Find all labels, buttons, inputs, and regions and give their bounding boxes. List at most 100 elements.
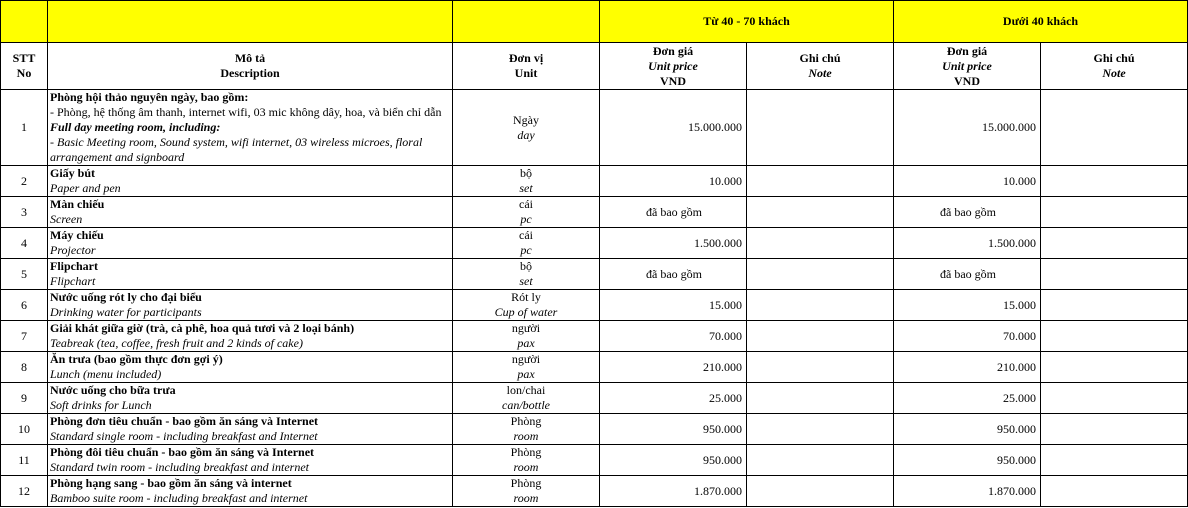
unit-en: day: [517, 127, 535, 142]
unit-cell: bộ set: [452, 165, 600, 197]
item-title: Giấy bút: [50, 166, 96, 181]
header-unit: Đơn vị Unit: [452, 42, 600, 90]
item-title-en: Standard twin room - including breakfast…: [50, 460, 309, 474]
description-cell: Nước uống rót ly cho đại biểu Drinking wa…: [47, 289, 453, 321]
price-40-70: 15.000: [599, 289, 747, 321]
note-40-70: [746, 258, 894, 290]
row-number: 12: [0, 475, 48, 507]
table-row: 8 Ăn trưa (bao gồm thực đơn gợi ý) Lunch (…: [0, 351, 1188, 383]
unit-cell: người pax: [452, 320, 600, 352]
description-cell: Nước uống cho bữa trưa Soft drinks for Lu…: [47, 382, 453, 414]
included-text: đã bao gồm: [646, 204, 702, 219]
unit-en: room: [513, 460, 539, 474]
price-40-70: đã bao gồm: [599, 258, 747, 290]
unit-cell: Phòng room: [452, 444, 600, 476]
unit-vi: bộ: [520, 259, 532, 274]
description-cell: Phòng hội thảo nguyên ngày, bao gồm: - Ph…: [47, 89, 453, 166]
price-under-40: 1.870.000: [893, 475, 1041, 507]
group-header-under-40: Dưới 40 khách: [892, 0, 1188, 43]
row-number: 8: [0, 351, 48, 383]
unit-cell: cái pc: [452, 196, 600, 228]
unit-vi: Phòng: [510, 476, 542, 491]
table-row: 6 Nước uống rót ly cho đại biểu Drinking w…: [0, 289, 1188, 321]
header-text: Mô tả: [234, 51, 266, 65]
unit-vi: Phòng: [510, 414, 542, 429]
description-cell: Flipchart Flipchart: [47, 258, 453, 290]
item-title-en: Paper and pen: [50, 181, 121, 195]
item-detail-en: - Basic Meeting room, Sound system, wifi…: [50, 135, 423, 164]
row-number: 9: [0, 382, 48, 414]
item-title: Nước uống rót ly cho đại biểu: [50, 290, 202, 305]
unit-en: pax: [517, 336, 535, 350]
header-text: Đơn giá: [946, 43, 988, 58]
price-40-70: 15.000.000: [599, 89, 747, 166]
price-under-40: 15.000: [893, 289, 1041, 321]
item-title: Phòng đơn tiêu chuẩn - bao gồm ăn sáng v…: [50, 414, 319, 429]
header-text: Unit: [514, 66, 538, 80]
note-under-40: [1039, 382, 1188, 414]
price-under-40: 1.500.000: [893, 227, 1041, 259]
unit-en: can/bottle: [502, 398, 550, 412]
table-body: 1 Phòng hội thảo nguyên ngày, bao gồm: - P…: [0, 89, 1188, 507]
note-40-70: [746, 165, 894, 197]
header-note-a: Ghi chú Note: [746, 42, 894, 90]
header-description: Mô tả Description: [47, 42, 453, 90]
row-number: 11: [0, 444, 48, 476]
unit-vi: bộ: [520, 166, 532, 181]
unit-cell: Ngày day: [452, 89, 600, 166]
item-title: Phòng hạng sang - bao gồm ăn sáng và int…: [50, 476, 292, 491]
column-header-row: STT No Mô tả Description Đơn vị Unit Đơn gi…: [0, 42, 1188, 90]
item-title-en: Full day meeting room, including:: [50, 120, 221, 134]
price-under-40: 950.000: [893, 444, 1041, 476]
unit-vi: cái: [519, 197, 533, 212]
unit-cell: bộ set: [452, 258, 600, 290]
header-text: Unit price: [648, 58, 698, 73]
header-text: Đơn vị: [508, 51, 544, 65]
unit-vi: người: [511, 321, 541, 336]
empty-cell: [47, 0, 453, 43]
item-detail: - Phòng, hệ thống âm thanh, internet wif…: [50, 105, 442, 119]
price-40-70: 10.000: [599, 165, 747, 197]
price-under-40: đã bao gồm: [893, 258, 1041, 290]
item-title: Flipchart: [50, 259, 98, 274]
note-40-70: [746, 89, 894, 166]
header-price-b: Đơn giá Unit price VND: [893, 42, 1041, 90]
unit-en: Cup of water: [494, 305, 558, 319]
header-text: STT: [12, 51, 36, 65]
unit-en: pax: [517, 367, 535, 381]
item-title-en: Flipchart: [50, 274, 96, 288]
unit-en: room: [513, 491, 539, 505]
table-row: 12 Phòng hạng sang - bao gồm ăn sáng và i…: [0, 475, 1188, 507]
header-note-b: Ghi chú Note: [1039, 42, 1188, 90]
unit-en: set: [519, 181, 533, 195]
price-40-70: 950.000: [599, 413, 747, 445]
price-under-40: 950.000: [893, 413, 1041, 445]
note-40-70: [746, 289, 894, 321]
table-row: 11 Phòng đôi tiêu chuẩn - bao gồm ăn sáng…: [0, 444, 1188, 476]
table-row: 4 Máy chiếu Projector cái pc 1.500.000 1.500.0…: [0, 227, 1188, 259]
price-40-70: đã bao gồm: [599, 196, 747, 228]
description-cell: Giải khát giữa giờ (trà, cà phê, hoa quả…: [47, 320, 453, 352]
item-title: Máy chiếu: [50, 228, 104, 243]
row-number: 2: [0, 165, 48, 197]
empty-cell: [0, 0, 48, 43]
note-under-40: [1039, 413, 1188, 445]
price-40-70: 25.000: [599, 382, 747, 414]
header-text: Unit price: [942, 58, 992, 73]
item-title: Phòng đôi tiêu chuẩn - bao gồm ăn sáng v…: [50, 445, 315, 460]
unit-cell: Phòng room: [452, 475, 600, 507]
description-cell: Giấy bút Paper and pen: [47, 165, 453, 197]
note-under-40: [1039, 351, 1188, 383]
header-price-a: Đơn giá Unit price VND: [599, 42, 747, 90]
price-40-70: 1.870.000: [599, 475, 747, 507]
note-under-40: [1039, 165, 1188, 197]
group-header-row: Từ 40 - 70 khách Dưới 40 khách: [0, 0, 1188, 43]
row-number: 4: [0, 227, 48, 259]
note-under-40: [1039, 227, 1188, 259]
price-40-70: 1.500.000: [599, 227, 747, 259]
header-text: No: [16, 66, 32, 80]
unit-vi: Ngày: [513, 112, 539, 127]
header-text: VND: [660, 73, 686, 88]
item-title: Phòng hội thảo nguyên ngày, bao gồm:: [50, 90, 249, 105]
row-number: 5: [0, 258, 48, 290]
